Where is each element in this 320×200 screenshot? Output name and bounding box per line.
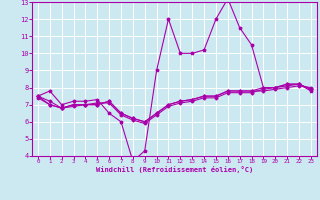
X-axis label: Windchill (Refroidissement éolien,°C): Windchill (Refroidissement éolien,°C) <box>96 166 253 173</box>
